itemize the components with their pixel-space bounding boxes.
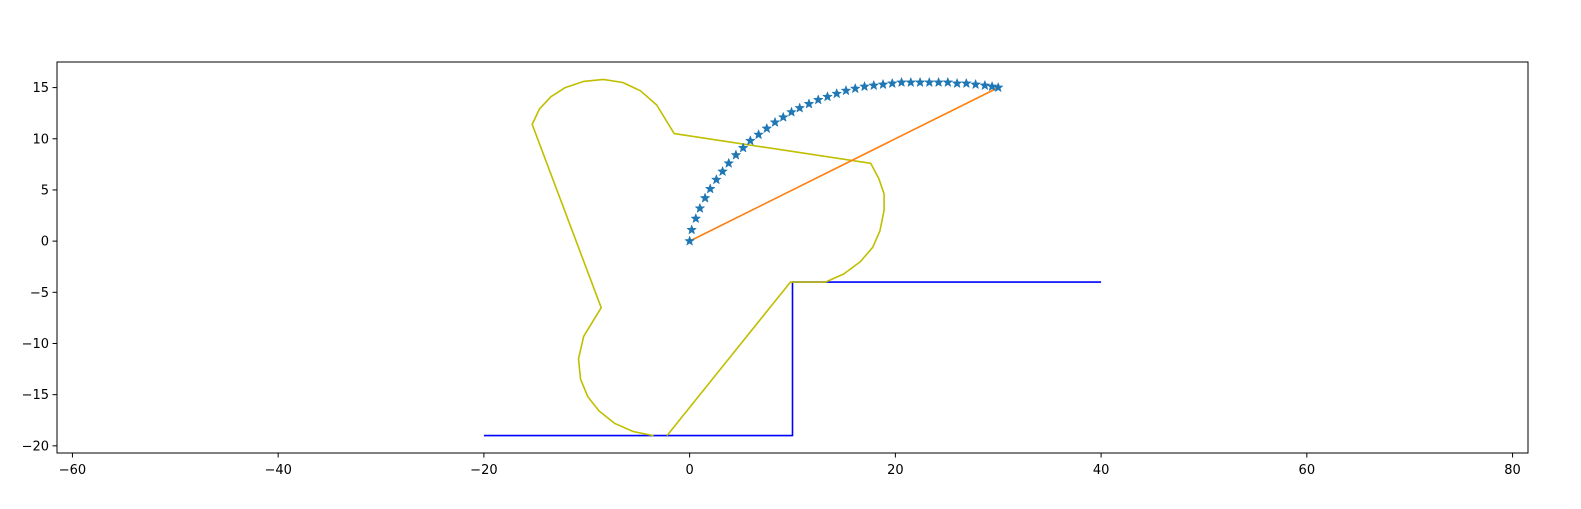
series-line-1 xyxy=(531,78,885,437)
star-marker xyxy=(744,135,756,146)
star-marker xyxy=(794,102,806,113)
star-marker xyxy=(690,212,702,224)
star-marker xyxy=(905,76,917,88)
star-marker xyxy=(992,81,1004,93)
star-marker xyxy=(923,76,935,88)
star-marker xyxy=(684,235,696,246)
star-marker xyxy=(723,157,735,168)
y-tick-label: −15 xyxy=(22,388,49,403)
star-marker xyxy=(942,76,954,88)
y-tick-label: −5 xyxy=(30,286,49,301)
star-marker xyxy=(717,165,728,177)
star-marker xyxy=(786,106,797,117)
series-line-2 xyxy=(689,86,999,242)
star-marker xyxy=(886,77,898,89)
star-marker xyxy=(822,91,833,102)
star-marker xyxy=(694,202,706,213)
x-tick-label: −40 xyxy=(264,463,291,478)
y-tick-label: 5 xyxy=(41,183,49,198)
x-tick-label: 40 xyxy=(1093,463,1110,478)
x-tick-label: 20 xyxy=(887,463,904,478)
star-marker xyxy=(699,192,711,203)
plot-frame xyxy=(56,61,1529,454)
x-tick-label: −20 xyxy=(470,463,497,478)
star-marker xyxy=(761,122,773,134)
star-marker xyxy=(868,79,880,91)
series-line-0 xyxy=(483,281,1102,437)
x-axis-ticks: −60 −40 −20 0 20 40 60 80 xyxy=(59,453,1521,478)
star-marker xyxy=(986,80,998,92)
series-layer xyxy=(483,76,1102,437)
y-tick-label: −20 xyxy=(22,439,49,454)
x-tick-label: 60 xyxy=(1299,463,1316,478)
x-tick-label: 0 xyxy=(685,463,693,478)
star-marker xyxy=(831,87,843,99)
star-marker xyxy=(710,173,722,185)
x-tick-label: 80 xyxy=(1504,463,1521,478)
star-marker xyxy=(803,98,815,109)
star-marker xyxy=(933,76,944,88)
star-marker xyxy=(914,76,926,88)
star-marker xyxy=(896,76,907,88)
star-marker xyxy=(951,77,963,89)
star-marker xyxy=(769,116,781,127)
star-marker xyxy=(979,79,991,91)
star-marker xyxy=(970,78,982,90)
star-marker xyxy=(812,94,824,105)
star-marker xyxy=(753,128,764,140)
y-tick-label: −10 xyxy=(22,337,49,352)
star-marker xyxy=(686,224,698,235)
star-marker xyxy=(960,77,972,89)
series-markers-3 xyxy=(684,76,1004,246)
y-tick-label: 0 xyxy=(41,235,49,250)
star-marker xyxy=(849,82,861,94)
y-tick-label: 15 xyxy=(32,81,49,96)
star-marker xyxy=(840,84,852,96)
star-marker xyxy=(730,149,742,160)
star-marker xyxy=(777,111,789,122)
star-marker xyxy=(704,183,716,194)
star-marker xyxy=(877,78,889,90)
star-marker xyxy=(737,142,749,153)
star-marker xyxy=(859,80,870,92)
x-tick-label: −60 xyxy=(59,463,86,478)
y-tick-label: 10 xyxy=(32,132,49,147)
y-axis-ticks: −20 −15 −10 −5 0 5 10 15 xyxy=(22,81,57,454)
